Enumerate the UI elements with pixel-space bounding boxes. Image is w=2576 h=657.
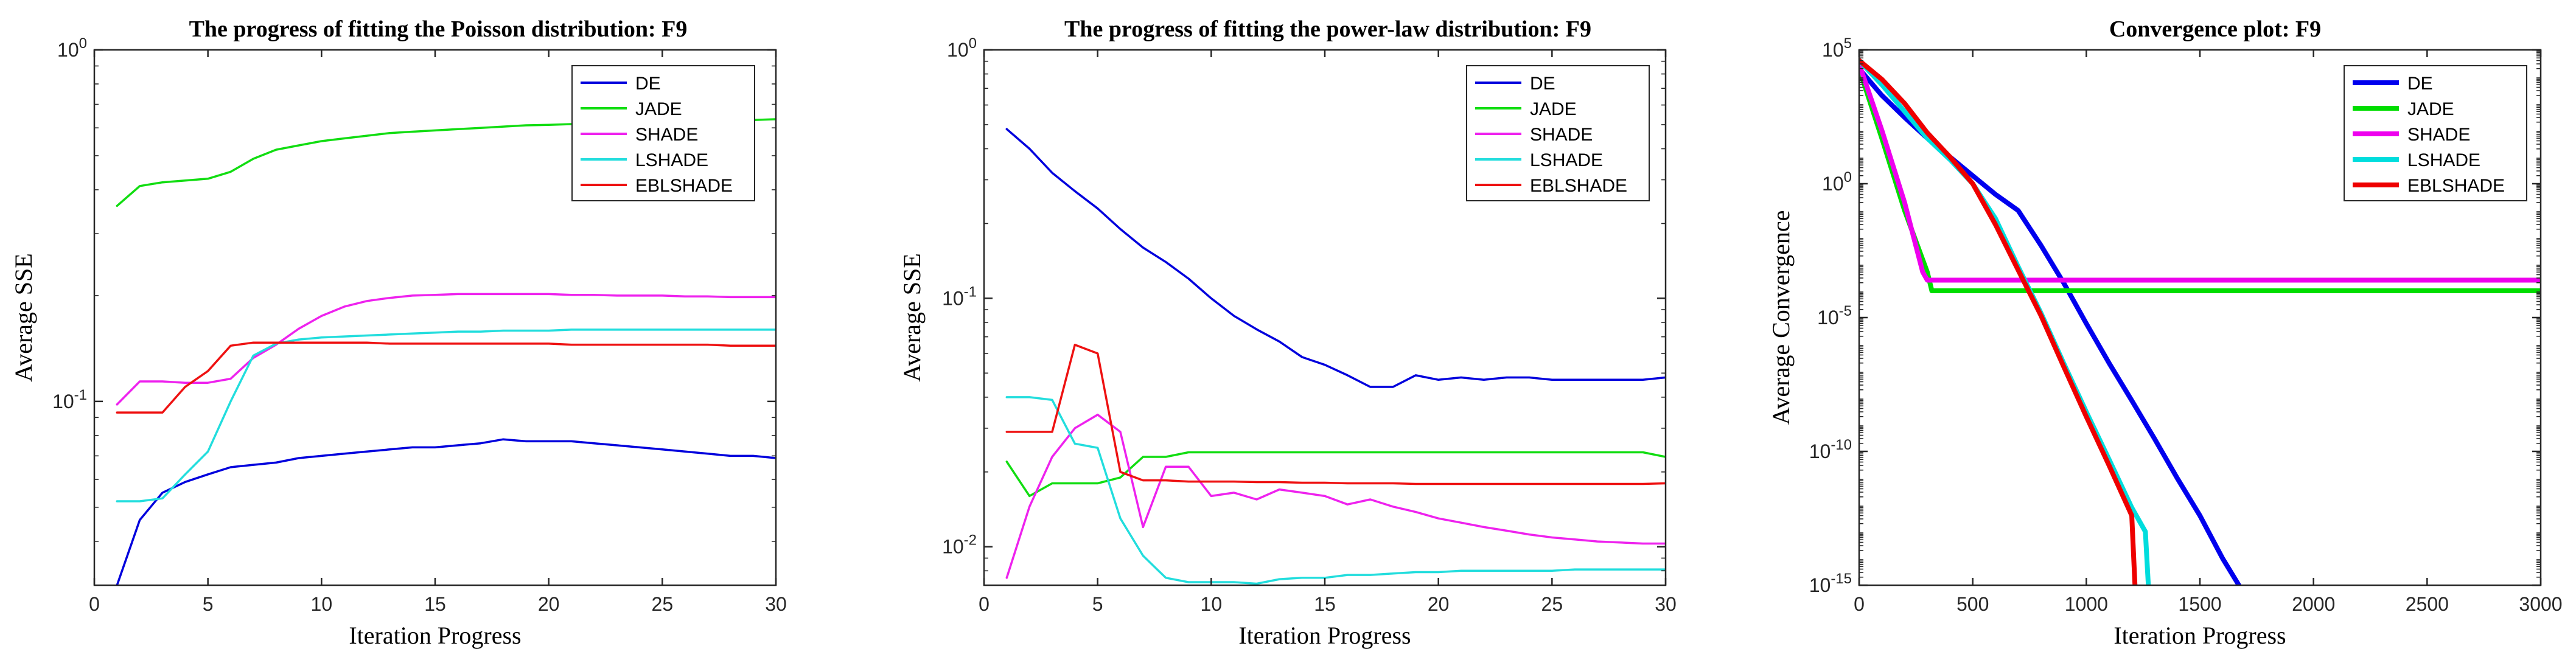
convergence-chart: Convergence plot: F9 0 500 1000 1500 2000 250…: [1767, 16, 2563, 649]
x-axis-label: Iteration Progress: [1238, 622, 1411, 649]
legend-label-de: DE: [635, 74, 661, 94]
series-line-eblshade: [116, 341, 776, 414]
y-tick-label: 10-2: [942, 532, 977, 558]
x-tick-label: 5: [1092, 593, 1103, 615]
poisson-chart: The progress of fitting the Poisson dist…: [10, 16, 787, 649]
legend-label-shade: SHADE: [635, 125, 698, 145]
x-tick-label: 500: [1956, 593, 1989, 615]
series-line-jade: [1005, 451, 1666, 498]
legend-label-eblshade: EBLSHADE: [1530, 176, 1627, 196]
chart-title: The progress of fitting the power-law di…: [1064, 16, 1591, 42]
x-axis-label: Iteration Progress: [2114, 622, 2286, 649]
y-tick-label: 100: [57, 35, 87, 61]
y-tick-label: 105: [1822, 35, 1852, 61]
x-tick-label: 20: [1428, 593, 1450, 615]
x-tick-label: 0: [89, 593, 100, 615]
x-tick-label: 30: [765, 593, 787, 615]
legend: DE JADE SHADE LSHADE EBLSHADE: [2344, 65, 2527, 201]
series-line-de: [1005, 128, 1666, 388]
x-axis-label: Iteration Progress: [349, 622, 521, 649]
series-line-eblshade: [1005, 344, 1666, 485]
legend: DE JADE SHADE LSHADE EBLSHADE: [1466, 65, 1650, 201]
legend-label-de: DE: [2407, 74, 2433, 94]
y-tick-label: 10-10: [1809, 437, 1852, 462]
series-line-lshade: [116, 328, 776, 502]
legend-label-eblshade: EBLSHADE: [2407, 176, 2505, 196]
legend-label-shade: SHADE: [1530, 125, 1593, 145]
x-tick-label: 1000: [2065, 593, 2108, 615]
x-tick-label: 15: [424, 593, 446, 615]
x-tick-label: 2000: [2292, 593, 2335, 615]
series-line-lshade: [1859, 58, 2151, 585]
x-tick-label: 10: [311, 593, 333, 615]
legend-label-eblshade: EBLSHADE: [635, 176, 733, 196]
series-line-shade: [1859, 61, 2541, 283]
chart-title: Convergence plot: F9: [2109, 16, 2321, 42]
x-tick-label: 0: [1854, 593, 1865, 615]
legend-label-jade: JADE: [2407, 99, 2454, 119]
legend-label-lshade: LSHADE: [635, 150, 708, 170]
series-line-de: [116, 438, 776, 585]
x-tick-label: 25: [652, 593, 674, 615]
x-tick-label: 15: [1314, 593, 1336, 615]
series-line-shade: [1005, 413, 1666, 579]
y-tick-label: 100: [947, 35, 977, 61]
x-tick-label: 3000: [2519, 593, 2562, 615]
y-tick-label: 10-5: [1817, 303, 1852, 328]
legend-label-de: DE: [1530, 74, 1555, 94]
y-tick-label: 10-1: [942, 283, 977, 309]
x-tick-label: 2500: [2406, 593, 2449, 615]
y-axis-label: Average Convergence: [1767, 210, 1795, 425]
legend-label-lshade: LSHADE: [2407, 150, 2480, 170]
y-axis-label: Average SSE: [10, 253, 37, 381]
series-line-shade: [116, 293, 776, 406]
legend-label-lshade: LSHADE: [1530, 150, 1603, 170]
y-tick-label: 10-15: [1809, 571, 1852, 596]
legend-label-jade: JADE: [635, 99, 682, 119]
legend: DE JADE SHADE LSHADE EBLSHADE: [571, 65, 755, 201]
x-tick-label: 30: [1655, 593, 1677, 615]
x-tick-label: 25: [1541, 593, 1563, 615]
y-axis-label: Average SSE: [898, 253, 926, 381]
legend-label-shade: SHADE: [2407, 125, 2470, 145]
y-tick-label: 100: [1822, 169, 1852, 195]
x-tick-label: 5: [203, 593, 214, 615]
x-tick-label: 0: [979, 593, 990, 615]
power-law-chart: The progress of fitting the power-law di…: [898, 16, 1677, 649]
series-line-de: [1859, 66, 2242, 585]
x-tick-label: 10: [1201, 593, 1223, 615]
series-line-lshade: [1005, 396, 1666, 585]
y-tick-label: 10-1: [52, 387, 87, 412]
chart-title: The progress of fitting the Poisson dist…: [189, 16, 688, 42]
x-tick-label: 1500: [2178, 593, 2221, 615]
series-line-eblshade: [1859, 58, 2138, 585]
legend-label-jade: JADE: [1530, 99, 1577, 119]
x-tick-label: 20: [538, 593, 560, 615]
